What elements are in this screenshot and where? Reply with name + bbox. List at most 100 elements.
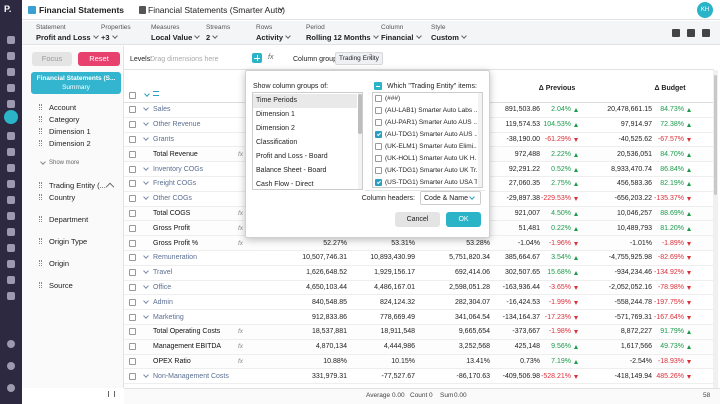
nav-icon[interactable] bbox=[7, 362, 15, 370]
select-all[interactable] bbox=[374, 82, 382, 90]
dimension[interactable]: Country bbox=[49, 193, 76, 202]
model-box[interactable] bbox=[31, 72, 121, 94]
entity-item[interactable]: (AU-TDG1) Smarter Auto AUS ... bbox=[385, 131, 477, 138]
row-label[interactable]: Other Revenue bbox=[153, 121, 201, 129]
checkbox[interactable] bbox=[129, 298, 136, 306]
nav-icon[interactable] bbox=[7, 384, 15, 392]
nav-icon[interactable] bbox=[7, 228, 15, 236]
dimension[interactable]: Trading Entity (... bbox=[49, 181, 106, 190]
nav-icon[interactable] bbox=[7, 260, 15, 268]
entity-item[interactable]: (UK-HOL1) Smarter Auto UK H... bbox=[385, 155, 477, 162]
nav-icon[interactable] bbox=[7, 340, 15, 348]
group-item[interactable]: Classification bbox=[256, 139, 298, 146]
total-label[interactable]: Total COGS bbox=[153, 210, 191, 217]
nav-icon[interactable] bbox=[7, 84, 15, 92]
dimension[interactable]: Dimension 2 bbox=[49, 139, 91, 148]
checkbox[interactable] bbox=[129, 210, 136, 217]
checkbox[interactable] bbox=[129, 254, 136, 262]
show-more[interactable]: Show more bbox=[49, 160, 80, 166]
nav-icon[interactable] bbox=[7, 164, 15, 172]
headers-select[interactable] bbox=[420, 191, 481, 205]
checkbox[interactable] bbox=[375, 143, 382, 150]
checkbox[interactable] bbox=[129, 372, 136, 380]
total-label[interactable]: OPEX Ratio bbox=[153, 358, 191, 365]
nav-icon[interactable] bbox=[7, 100, 15, 108]
checkbox[interactable] bbox=[375, 107, 382, 114]
collapse-icon[interactable] bbox=[108, 391, 115, 397]
group-item[interactable]: Balance Sheet - Board bbox=[256, 167, 327, 174]
checkbox[interactable] bbox=[129, 121, 136, 129]
toolbar-icon[interactable] bbox=[687, 29, 695, 37]
menu-icon[interactable] bbox=[153, 91, 159, 96]
scroll-thumb[interactable] bbox=[714, 75, 717, 195]
nav-icon[interactable] bbox=[7, 276, 15, 284]
checkbox[interactable] bbox=[129, 165, 136, 173]
checkbox[interactable] bbox=[129, 180, 136, 188]
add-button[interactable] bbox=[252, 53, 262, 63]
toolbar-value[interactable]: +3 bbox=[101, 33, 110, 42]
toolbar-value[interactable]: Activity bbox=[256, 33, 284, 42]
total-label[interactable]: Gross Profit % bbox=[153, 239, 199, 247]
checkbox[interactable] bbox=[375, 167, 382, 174]
toolbar-icon[interactable] bbox=[672, 29, 680, 37]
entity-item[interactable]: (US-TDG1) Smarter Auto USA T... bbox=[385, 179, 477, 186]
checkbox[interactable] bbox=[375, 155, 382, 162]
total-label[interactable]: Total Operating Costs bbox=[153, 328, 221, 336]
nav-icon[interactable] bbox=[7, 68, 15, 76]
toolbar-icon[interactable] bbox=[702, 29, 710, 37]
formula-button[interactable]: fx bbox=[268, 54, 274, 61]
nav-icon[interactable] bbox=[7, 148, 15, 156]
row-label[interactable]: Admin bbox=[153, 298, 173, 306]
checkbox[interactable] bbox=[129, 106, 136, 114]
entity-item[interactable]: (AU-PAR1) Smarter Auto AUS ... bbox=[385, 119, 477, 126]
checkbox[interactable] bbox=[129, 328, 136, 336]
dimension[interactable]: Origin Type bbox=[49, 237, 88, 246]
checkbox[interactable] bbox=[375, 179, 382, 186]
group-item[interactable]: Cash Flow - Direct bbox=[256, 181, 314, 188]
dimension[interactable]: Department bbox=[49, 215, 89, 224]
row-label[interactable]: Freight COGs bbox=[153, 180, 197, 188]
checkbox[interactable] bbox=[375, 119, 382, 126]
toolbar-value[interactable]: Financial bbox=[381, 33, 414, 42]
nav-icon[interactable] bbox=[7, 212, 15, 220]
total-label[interactable]: Management EBITDA bbox=[153, 343, 222, 351]
nav-icon[interactable] bbox=[7, 196, 15, 204]
reset-button[interactable]: Reset bbox=[78, 52, 120, 66]
toolbar-value[interactable]: Rolling 12 Months bbox=[306, 33, 371, 42]
checkbox[interactable] bbox=[375, 95, 382, 102]
group-item[interactable]: Profit and Loss - Board bbox=[256, 153, 328, 160]
checkbox[interactable] bbox=[129, 313, 136, 321]
nav-icon[interactable] bbox=[7, 244, 15, 252]
total-label[interactable]: Gross Profit bbox=[153, 224, 190, 232]
row-label[interactable]: Marketing bbox=[153, 313, 184, 321]
checkbox[interactable] bbox=[129, 269, 136, 277]
focus-button[interactable]: Focus bbox=[32, 52, 72, 66]
checkbox[interactable] bbox=[129, 150, 136, 158]
row-label[interactable]: Other COGs bbox=[153, 195, 192, 203]
nav-active[interactable] bbox=[4, 110, 18, 124]
row-label[interactable]: Sales bbox=[153, 106, 171, 114]
dimension[interactable]: Origin bbox=[49, 259, 70, 268]
nav-icon[interactable] bbox=[7, 132, 15, 140]
row-label[interactable]: Office bbox=[153, 284, 172, 291]
entity-item[interactable]: (###) bbox=[385, 95, 401, 102]
entity-item[interactable]: (UK-ELM1) Smarter Auto Elimi... bbox=[385, 143, 477, 150]
groups-chip[interactable] bbox=[335, 52, 383, 65]
dimension[interactable]: Dimension 1 bbox=[49, 127, 91, 136]
row-label[interactable]: Travel bbox=[153, 269, 173, 277]
dimension[interactable]: Account bbox=[49, 103, 77, 112]
row-label[interactable]: Non-Management Costs bbox=[153, 372, 229, 380]
checkbox[interactable] bbox=[129, 224, 136, 232]
toolbar-value[interactable]: Profit and Loss bbox=[36, 33, 91, 42]
entity-item[interactable]: (UK-TDG1) Smarter Auto UK Tr... bbox=[385, 167, 477, 174]
toolbar-value[interactable]: Custom bbox=[431, 33, 459, 42]
checkbox[interactable] bbox=[129, 92, 136, 99]
group-item[interactable]: Dimension 2 bbox=[256, 125, 295, 132]
checkbox[interactable] bbox=[129, 195, 136, 203]
row-label[interactable]: Grants bbox=[153, 136, 175, 143]
nav-icon[interactable] bbox=[7, 292, 15, 300]
ok-button[interactable]: OK bbox=[446, 212, 481, 227]
group-item[interactable]: Time Periods bbox=[253, 94, 357, 108]
checkbox[interactable] bbox=[129, 358, 136, 365]
avatar[interactable]: KH bbox=[697, 2, 713, 18]
